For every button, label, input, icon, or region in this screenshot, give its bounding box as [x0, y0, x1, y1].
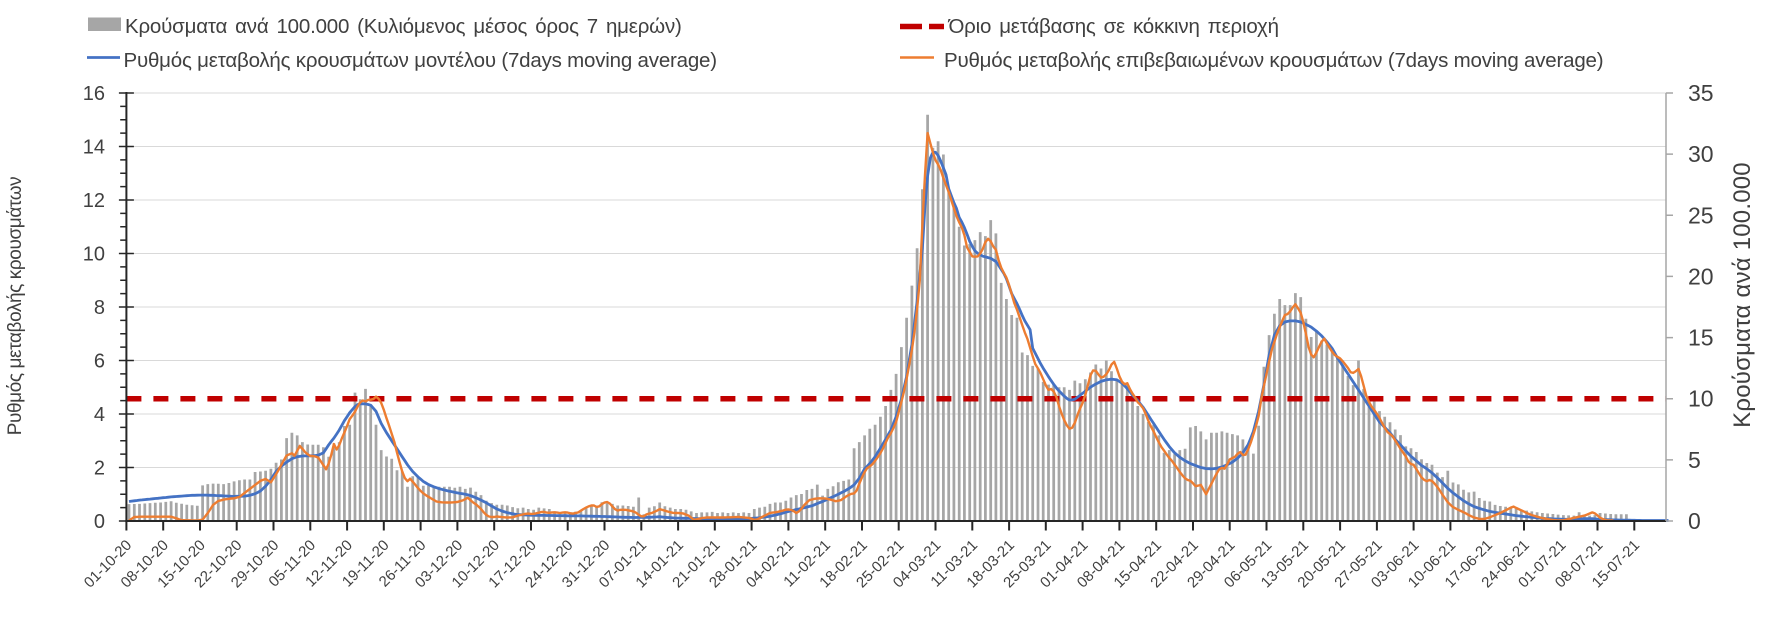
svg-text:4: 4: [94, 404, 105, 426]
svg-text:12: 12: [83, 190, 105, 212]
svg-text:0: 0: [1688, 508, 1701, 534]
svg-text:35: 35: [1688, 80, 1714, 106]
svg-text:2: 2: [94, 458, 105, 480]
svg-text:20: 20: [1688, 263, 1714, 289]
svg-text:Ρυθμός μεταβολής κρουσμάτων: Ρυθμός μεταβολής κρουσμάτων: [5, 177, 26, 436]
svg-text:5: 5: [1688, 447, 1701, 473]
svg-text:25: 25: [1688, 202, 1714, 228]
svg-text:10: 10: [1688, 386, 1714, 412]
svg-text:6: 6: [94, 351, 105, 373]
svg-text:Κρούσματα ανά 100.000: Κρούσματα ανά 100.000: [1729, 162, 1756, 428]
svg-text:Όριο μετάβασης σε κόκκινη περι: Όριο μετάβασης σε κόκκινη περιοχή: [948, 15, 1279, 38]
svg-text:16: 16: [83, 83, 105, 105]
svg-text:0: 0: [94, 511, 105, 533]
svg-text:15: 15: [1688, 325, 1714, 351]
svg-text:8: 8: [94, 297, 105, 319]
svg-text:Κρούσματα ανά 100.000 (Κυλιόμε: Κρούσματα ανά 100.000 (Κυλιόμενος μέσος …: [125, 15, 682, 38]
svg-text:30: 30: [1688, 141, 1714, 167]
svg-text:Ρυθμός μεταβολής επιβεβαιωμένω: Ρυθμός μεταβολής επιβεβαιωμένων κρουσμάτ…: [944, 49, 1603, 72]
svg-text:Ρυθμός μεταβολής κρουσμάτων μο: Ρυθμός μεταβολής κρουσμάτων μοντέλου (7d…: [124, 49, 717, 72]
svg-text:14: 14: [83, 137, 105, 159]
svg-text:10: 10: [83, 244, 105, 266]
